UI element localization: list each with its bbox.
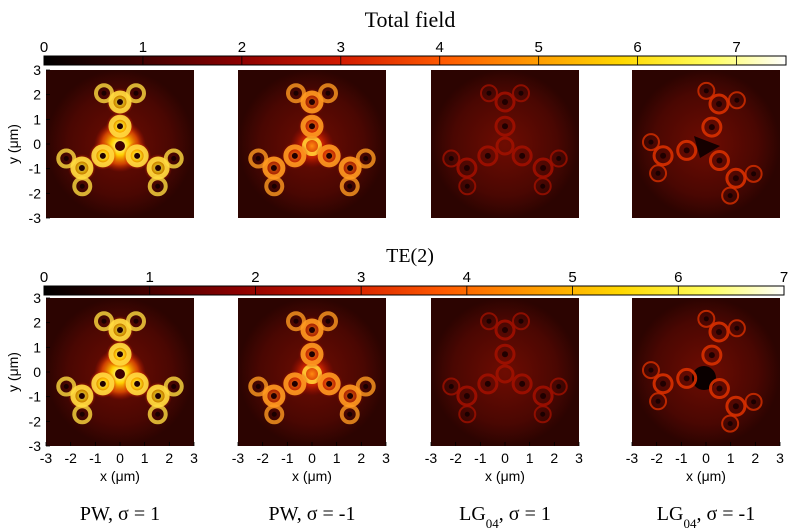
x-tick-label: 1 xyxy=(727,450,735,466)
caption-base: PW xyxy=(269,503,299,525)
top-colorbar-tick-label: 5 xyxy=(534,39,542,56)
bottom-colorbar-tick-label: 7 xyxy=(780,269,788,286)
x-axis-label: x (μm) xyxy=(292,468,332,484)
y-tick-label: -2 xyxy=(29,185,42,201)
top-colorbar-tick-label: 6 xyxy=(633,39,641,56)
y-tick-label: 2 xyxy=(33,315,41,331)
y-tick-label: 2 xyxy=(33,87,41,103)
x-tick-label: -2 xyxy=(64,450,77,466)
x-axis-label: x (μm) xyxy=(100,468,140,484)
x-tick-label: 0 xyxy=(308,450,316,466)
x-tick-label: 2 xyxy=(165,450,173,466)
x-tick-label: 1 xyxy=(333,450,341,466)
x-tick-label: 2 xyxy=(357,450,365,466)
field-panel-total-4 xyxy=(632,70,780,218)
x-axis-1: -3 -2 -1 0 1 2 3 x (μm) xyxy=(40,442,198,484)
x-tick-label: -2 xyxy=(650,450,663,466)
field-panel-total-3 xyxy=(431,70,579,218)
y-tick-label: 1 xyxy=(33,339,41,355)
top-colorbar-tick-label: 3 xyxy=(337,39,345,56)
caption-sigma: , σ = -1 xyxy=(696,503,755,525)
field-panel-te2-3 xyxy=(431,298,579,446)
x-tick-label: 0 xyxy=(116,450,124,466)
y-tick-label: -1 xyxy=(29,161,42,177)
caption-sigma: , σ = 1 xyxy=(108,503,160,525)
y-tick-label: -3 xyxy=(29,210,42,226)
x-axis-label: x (μm) xyxy=(686,468,726,484)
field-panel-te2-4 xyxy=(632,298,780,446)
x-tick-label: -1 xyxy=(281,450,294,466)
x-tick-label: -1 xyxy=(474,450,487,466)
field-panel-te2-2 xyxy=(238,298,386,446)
caption-subscript: 04 xyxy=(683,516,697,530)
y-tick-label: 0 xyxy=(33,364,41,380)
field-panel-total-2 xyxy=(238,70,386,218)
x-tick-label: 3 xyxy=(190,450,198,466)
x-axis-4: -3 -2 -1 0 1 2 3 x (μm) xyxy=(626,442,784,484)
x-tick-label: 0 xyxy=(501,450,509,466)
x-tick-label: 3 xyxy=(776,450,784,466)
y-tick-label: -2 xyxy=(29,413,42,429)
bottom-colorbar-tick-label: 4 xyxy=(463,269,471,286)
top-colorbar-tick-label: 2 xyxy=(238,39,246,56)
bottom-colorbar-tick-label: 6 xyxy=(674,269,682,286)
y-tick-label: -1 xyxy=(29,389,42,405)
bottom-title: TE(2) xyxy=(386,245,434,267)
bottom-colorbar: 0 1 2 3 4 5 6 7 xyxy=(40,269,788,296)
caption-base: LG xyxy=(459,503,486,525)
x-tick-label: -3 xyxy=(425,450,438,466)
x-tick-label: 2 xyxy=(751,450,759,466)
x-tick-label: 1 xyxy=(141,450,149,466)
y-tick-label: 1 xyxy=(33,111,41,127)
x-tick-label: -3 xyxy=(40,450,53,466)
x-axis-3: -3 -2 -1 0 1 2 3 x (μm) xyxy=(425,442,583,484)
bottom-colorbar-tick-label: 2 xyxy=(251,269,259,286)
x-tick-label: -1 xyxy=(675,450,688,466)
x-axis-2: -3 -2 -1 0 1 2 3 x (μm) xyxy=(232,442,390,484)
field-panel-total-1 xyxy=(46,70,194,218)
top-title: Total field xyxy=(365,7,456,32)
y-axis-label: y (μm) xyxy=(5,352,21,392)
x-tick-label: -1 xyxy=(89,450,102,466)
caption-base: LG xyxy=(657,503,684,525)
top-colorbar-tick-label: 7 xyxy=(732,39,740,56)
bottom-colorbar-tick-label: 1 xyxy=(146,269,154,286)
column-caption-2: PW, σ = -1 xyxy=(269,503,356,525)
bottom-colorbar-tick-label: 3 xyxy=(357,269,365,286)
bottom-colorbar-tick-label: 0 xyxy=(40,269,48,286)
y-tick-label: -3 xyxy=(29,438,42,454)
x-tick-label: -2 xyxy=(256,450,269,466)
top-colorbar-tick-label: 1 xyxy=(139,39,147,56)
column-caption-3: LG04, σ = 1 xyxy=(459,503,551,530)
x-tick-label: 2 xyxy=(550,450,558,466)
x-tick-label: -3 xyxy=(232,450,245,466)
column-caption-4: LG04, σ = -1 xyxy=(657,503,755,530)
top-colorbar-tick-label: 0 xyxy=(40,39,48,56)
top-colorbar: 0 1 2 3 4 5 6 7 xyxy=(40,39,787,66)
x-tick-label: 1 xyxy=(526,450,534,466)
caption-subscript: 04 xyxy=(486,516,500,530)
y-axis-label: y (μm) xyxy=(5,124,21,164)
x-tick-label: -3 xyxy=(626,450,639,466)
x-tick-label: -2 xyxy=(449,450,462,466)
caption-base: PW xyxy=(80,503,110,525)
bottom-colorbar-tick-label: 5 xyxy=(568,269,576,286)
y-tick-label: 3 xyxy=(33,290,41,306)
x-tick-label: 3 xyxy=(575,450,583,466)
y-axis-1: 3 2 1 0 -1 -2 -3 y (μm) xyxy=(5,62,50,226)
y-tick-label: 3 xyxy=(33,62,41,78)
caption-sigma: , σ = -1 xyxy=(297,503,356,525)
y-axis-2: 3 2 1 0 -1 -2 -3 y (μm) xyxy=(5,290,50,454)
x-axis-label: x (μm) xyxy=(485,468,525,484)
field-panel-te2-1 xyxy=(46,298,194,446)
column-caption-1: PW, σ = 1 xyxy=(80,503,160,525)
x-tick-label: 3 xyxy=(382,450,390,466)
y-tick-label: 0 xyxy=(33,136,41,152)
caption-sigma: , σ = 1 xyxy=(499,503,551,525)
top-colorbar-tick-label: 4 xyxy=(436,39,444,56)
x-tick-label: 0 xyxy=(702,450,710,466)
